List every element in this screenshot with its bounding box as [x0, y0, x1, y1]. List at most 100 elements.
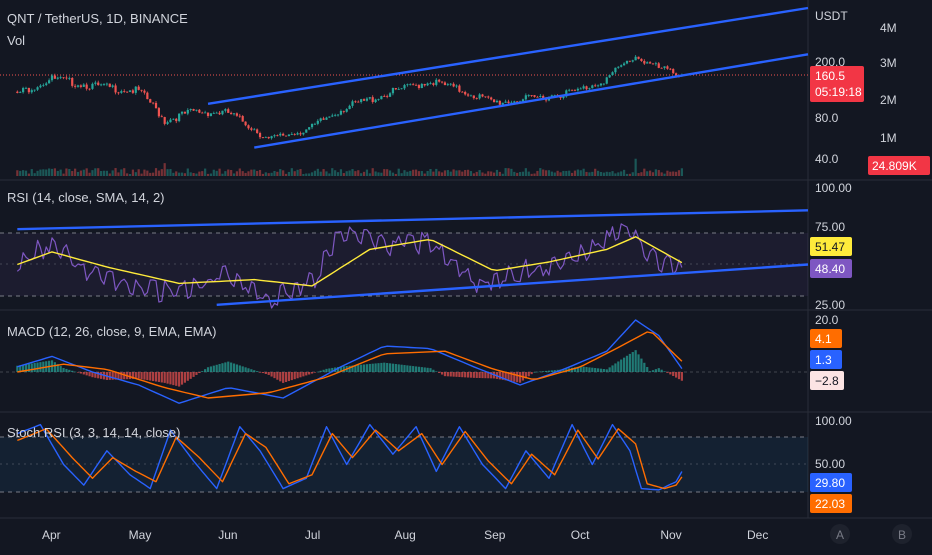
candle-body: [602, 83, 605, 85]
candle-body: [637, 56, 640, 59]
macd-histogram-bar: [513, 372, 516, 382]
macd-histogram-bar: [65, 368, 68, 372]
volume-bar: [27, 173, 30, 176]
volume-bar: [516, 172, 519, 176]
volume-bar: [547, 170, 551, 176]
volume-bar: [154, 168, 158, 176]
volume-bar: [461, 171, 464, 176]
volume-bar: [591, 171, 594, 176]
volume-bar: [108, 173, 111, 176]
volume-bar: [241, 171, 244, 176]
macd-histogram-bar: [71, 370, 74, 372]
volume-bar: [620, 171, 623, 176]
log-scale-button[interactable]: [892, 524, 912, 544]
volume-bar: [542, 169, 545, 176]
log-scale-label: B: [898, 528, 906, 542]
volume-bar: [299, 169, 302, 176]
candle-body: [521, 99, 525, 102]
volume-bar: [105, 170, 108, 176]
stoch-title[interactable]: Stoch RSI (3, 3, 14, 14, close): [7, 425, 180, 440]
volume-bar: [357, 170, 360, 176]
candle-body: [495, 100, 499, 103]
macd-histogram-bar: [114, 372, 117, 380]
macd-histogram-bar: [646, 367, 649, 372]
volume-bar: [163, 163, 166, 176]
macd-histogram-bar: [553, 370, 556, 372]
volume-bar: [313, 170, 317, 176]
candle-body: [412, 84, 415, 86]
candle-body: [617, 66, 620, 68]
candle-body: [206, 112, 210, 116]
volume-bar: [256, 170, 259, 176]
macd-histogram-bar: [596, 368, 600, 372]
macd-histogram-bar: [267, 372, 270, 375]
volume-bar: [334, 170, 337, 176]
macd-histogram-bar: [195, 372, 198, 375]
macd-title[interactable]: MACD (12, 26, close, 9, EMA, EMA): [7, 324, 217, 339]
candle-body: [33, 89, 36, 91]
candle-body: [484, 96, 487, 98]
volume-bar: [365, 169, 369, 176]
price-channel[interactable]: [207, 6, 809, 149]
macd-histogram-bar: [74, 371, 77, 373]
candle-body: [88, 88, 91, 90]
volume-bar: [36, 170, 39, 176]
volume-bar: [331, 168, 334, 176]
candle-body: [510, 102, 513, 104]
candle-body: [166, 122, 169, 124]
macd-histogram-bar: [218, 364, 221, 372]
macd-histogram-bar: [475, 372, 478, 378]
volume-bar: [386, 169, 389, 176]
macd-histogram-bar: [91, 372, 94, 378]
macd-histogram-bar: [383, 362, 386, 372]
macd-histogram-bar: [256, 371, 259, 372]
volume-bar: [204, 168, 207, 176]
candle-body: [79, 85, 82, 87]
candle-body: [458, 85, 461, 92]
candle-body: [527, 95, 530, 96]
volume-bar: [209, 173, 213, 176]
candle-body: [319, 118, 322, 121]
macd-histogram-bar: [666, 372, 669, 373]
vol-tick-3m: 3M: [880, 56, 897, 70]
macd-histogram-bar: [614, 363, 617, 372]
symbol-title[interactable]: QNT / TetherUS, 1D, BINANCE: [7, 11, 188, 26]
signal-value: 4.1: [815, 332, 832, 346]
volume-bar: [172, 172, 175, 176]
candle-body: [302, 132, 305, 135]
candle-body: [501, 102, 504, 105]
candle-body: [417, 85, 421, 88]
volume-bar: [524, 168, 527, 176]
candlesticks: [16, 55, 683, 140]
macd-histogram-bar: [319, 370, 322, 372]
volume-bar: [559, 172, 562, 176]
volume-bar: [674, 171, 678, 176]
volume-bar: [339, 169, 343, 176]
volume-bar: [438, 171, 441, 176]
macd-histogram-bar: [186, 372, 189, 381]
candle-body: [273, 135, 276, 137]
rsi-title[interactable]: RSI (14, close, SMA, 14, 2): [7, 190, 165, 205]
auto-scale-button[interactable]: [830, 524, 850, 544]
volume-label[interactable]: Vol: [7, 33, 25, 48]
candle-body: [279, 133, 282, 136]
candle-body: [247, 125, 250, 129]
macd-histogram-bar: [490, 372, 493, 379]
macd-histogram-bar: [85, 372, 88, 376]
volume-bar: [33, 173, 36, 176]
macd-histogram-bar: [640, 358, 643, 372]
volume-bar: [48, 168, 51, 176]
candle-body: [478, 94, 481, 99]
macd-histogram-bar: [163, 372, 166, 383]
candle-body: [128, 90, 132, 92]
time-axis[interactable]: Apr May Jun Jul Aug Sep Oct Nov Dec: [42, 528, 768, 542]
volume-bar: [244, 172, 247, 176]
volume-bar: [128, 173, 132, 176]
macd-line: [17, 319, 683, 404]
candle-body: [305, 129, 308, 133]
macd-histogram-bar: [198, 372, 201, 374]
candle-body: [466, 94, 470, 96]
macd-histogram-bar: [339, 366, 343, 372]
